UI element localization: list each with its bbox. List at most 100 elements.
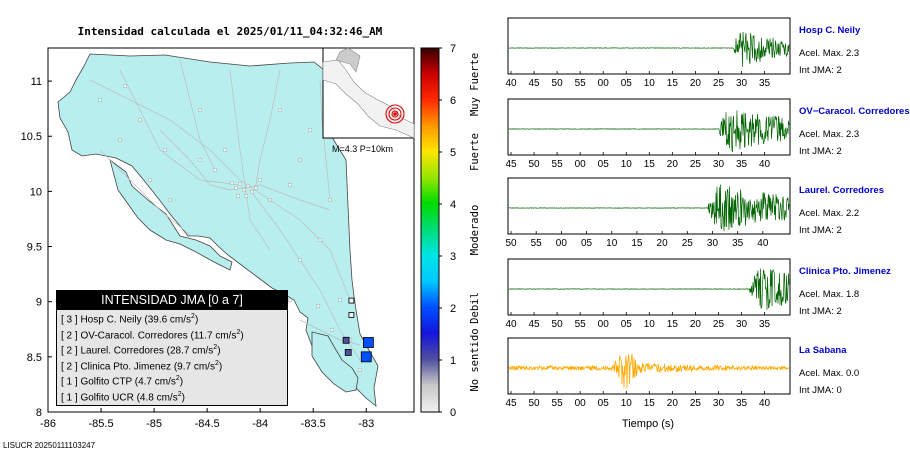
trace-x-tick: 50 bbox=[528, 159, 540, 170]
trace-x-tick: 45 bbox=[505, 159, 517, 170]
trace-x-tick: 20 bbox=[667, 159, 679, 170]
trace-accel-max: Acel. Max. 2.3 bbox=[799, 48, 859, 59]
trace-x-tick: 25 bbox=[690, 398, 702, 409]
legend-jma-value: [ 2 ] bbox=[61, 345, 81, 357]
station-marker bbox=[348, 297, 355, 304]
legend-row: [ 1 ] Golfito CTP (4.7 cm/s2) bbox=[61, 375, 183, 387]
legend-accel-value: (4.7 cm/s bbox=[134, 376, 176, 388]
legend-jma-value: [ 1 ] bbox=[61, 391, 81, 403]
map-x-tick: -84.5 bbox=[195, 418, 220, 430]
legend-unit-exponent: 2 bbox=[214, 359, 219, 367]
legend-accel-value: (11.7 cm/s bbox=[190, 329, 237, 341]
colorbar-class-label: Debil bbox=[469, 292, 481, 324]
seismogram-waveform bbox=[508, 184, 790, 232]
colorbar-tick: 5 bbox=[450, 147, 456, 159]
station-marker bbox=[348, 312, 355, 318]
colorbar-tick: 6 bbox=[450, 95, 456, 107]
legend-jma-value: [ 3 ] bbox=[61, 314, 81, 326]
seismogram-panel: 40 45 50 55 00 05 10 15 20 25 30 35 Hosp C. Neily Ace… bbox=[505, 17, 861, 89]
event-label: M=4.3 P=10km bbox=[332, 144, 393, 154]
trace-x-tick: 35 bbox=[736, 159, 748, 170]
trace-x-tick: 40 bbox=[505, 319, 517, 330]
trace-x-tick: 50 bbox=[552, 319, 564, 330]
legend-unit-exponent: 2 bbox=[236, 328, 241, 336]
nicoya-peninsula bbox=[109, 158, 233, 271]
legend-jma-value: [ 2 ] bbox=[61, 329, 81, 341]
trace-station-name: Hosp C. Neily bbox=[799, 25, 861, 36]
legend-close-paren: ) bbox=[181, 391, 185, 403]
trace-x-tick: 05 bbox=[621, 78, 633, 89]
trace-x-tick: 50 bbox=[505, 238, 517, 249]
legend-station-name: Clinica Pto. Jimenez bbox=[80, 360, 174, 372]
trace-int-jma: Int JMA: 2 bbox=[799, 65, 842, 76]
trace-station-name: La Sabana bbox=[799, 345, 847, 356]
trace-x-tick: 50 bbox=[552, 78, 564, 89]
legend-unit-exponent: 2 bbox=[191, 313, 195, 320]
station-markers bbox=[342, 297, 374, 363]
trace-x-tick: 30 bbox=[713, 398, 725, 409]
seismogram-panel: 40 45 50 55 00 05 10 15 20 25 30 35 Clinica Pto. Jim… bbox=[505, 258, 891, 330]
legend-row: [ 2 ] Clinica Pto. Jimenez (9.7 cm/s2) bbox=[61, 360, 222, 372]
trace-x-tick: 55 bbox=[552, 398, 564, 409]
map-y-tick: 11 bbox=[31, 76, 42, 88]
trace-x-tick: 15 bbox=[667, 319, 679, 330]
trace-int-jma: Int JMA: 2 bbox=[799, 225, 842, 236]
station-marker bbox=[344, 349, 352, 356]
trace-accel-max: Acel. Max. 0.0 bbox=[799, 368, 859, 379]
trace-x-tick: 30 bbox=[736, 78, 748, 89]
intensity-colorbar: 0 1 2 3 4 5 6 7 No sentido Debil Moderado Fuerte Muy… bbox=[420, 43, 481, 419]
legend-accel-value: (4.8 cm/s bbox=[136, 391, 178, 403]
legend-title: INTENSIDAD JMA [0 a 7] bbox=[57, 291, 287, 310]
colorbar-tick: 2 bbox=[450, 303, 456, 315]
trace-x-tick: 50 bbox=[528, 398, 540, 409]
legend-jma-value: [ 1 ] bbox=[61, 376, 81, 388]
seismogram-waveform bbox=[508, 110, 790, 153]
trace-x-tick: 55 bbox=[575, 319, 587, 330]
trace-x-tick: 45 bbox=[505, 398, 517, 409]
colorbar-tick: 7 bbox=[450, 43, 456, 55]
map-x-tick: -85.5 bbox=[89, 418, 114, 430]
trace-x-tick: 05 bbox=[581, 238, 593, 249]
colorbar-tick: 3 bbox=[450, 251, 456, 263]
trace-x-tick: 45 bbox=[528, 319, 540, 330]
legend-accel-value: (39.6 cm/s bbox=[144, 314, 192, 326]
map-y-tick: 8 bbox=[36, 407, 42, 419]
trace-x-axis-label: Tiempo (s) bbox=[622, 418, 674, 430]
map-x-axis: -86 -85.5 -85 -84.5 -84 -83.5 -83 bbox=[40, 408, 374, 430]
trace-x-tick: 40 bbox=[759, 398, 771, 409]
trace-x-tick: 10 bbox=[644, 319, 656, 330]
trace-x-tick: 20 bbox=[667, 398, 679, 409]
trace-x-tick: 25 bbox=[690, 159, 702, 170]
legend-accel-value: (28.7 cm/s bbox=[166, 345, 214, 357]
seismogram-panel: 45 50 55 00 05 10 15 20 25 30 35 40 OV−Caracol. Corr… bbox=[505, 98, 910, 170]
legend-row: [ 2 ] Laurel. Corredores (28.7 cm/s2) bbox=[61, 344, 221, 356]
legend-unit-exponent: 2 bbox=[213, 344, 218, 351]
legend-jma-value: [ 2 ] bbox=[61, 360, 81, 372]
trace-x-tick: 15 bbox=[631, 238, 643, 249]
legend-row: [ 1 ] Golfito UCR (4.8 cm/s2) bbox=[61, 391, 185, 403]
trace-x-tick: 00 bbox=[556, 238, 568, 249]
trace-station-name: OV−Caracol. Corredores bbox=[799, 106, 910, 117]
trace-station-name: Clinica Pto. Jimenez bbox=[799, 266, 891, 277]
road-network bbox=[89, 59, 361, 361]
trace-x-tick: 00 bbox=[598, 78, 610, 89]
trace-x-tick: 10 bbox=[606, 238, 618, 249]
trace-int-jma: Int JMA: 0 bbox=[799, 385, 842, 396]
trace-x-tick: 10 bbox=[644, 78, 656, 89]
map-x-tick: -84 bbox=[252, 418, 268, 430]
trace-int-jma: Int JMA: 2 bbox=[799, 306, 842, 317]
legend-station-name: Hosp C. Neily bbox=[80, 314, 145, 326]
trace-x-tick: 00 bbox=[598, 319, 610, 330]
osa-peninsula bbox=[311, 331, 359, 393]
trace-x-tick: 10 bbox=[621, 159, 633, 170]
trace-accel-max: Acel. Max. 2.3 bbox=[799, 129, 859, 140]
trace-x-tick: 05 bbox=[598, 398, 610, 409]
legend-station-name: Laurel. Corredores bbox=[80, 345, 167, 357]
seismogram-waveform bbox=[508, 268, 790, 310]
seismogram-panel: 50 55 00 05 10 15 20 25 30 35 40 Laurel. Corredores… bbox=[505, 177, 884, 249]
trace-x-tick: 30 bbox=[713, 159, 725, 170]
trace-x-tick: 20 bbox=[690, 319, 702, 330]
trace-x-tick: 40 bbox=[759, 159, 771, 170]
legend-row: [ 2 ] OV-Caracol. Corredores (11.7 cm/s2… bbox=[61, 329, 244, 341]
